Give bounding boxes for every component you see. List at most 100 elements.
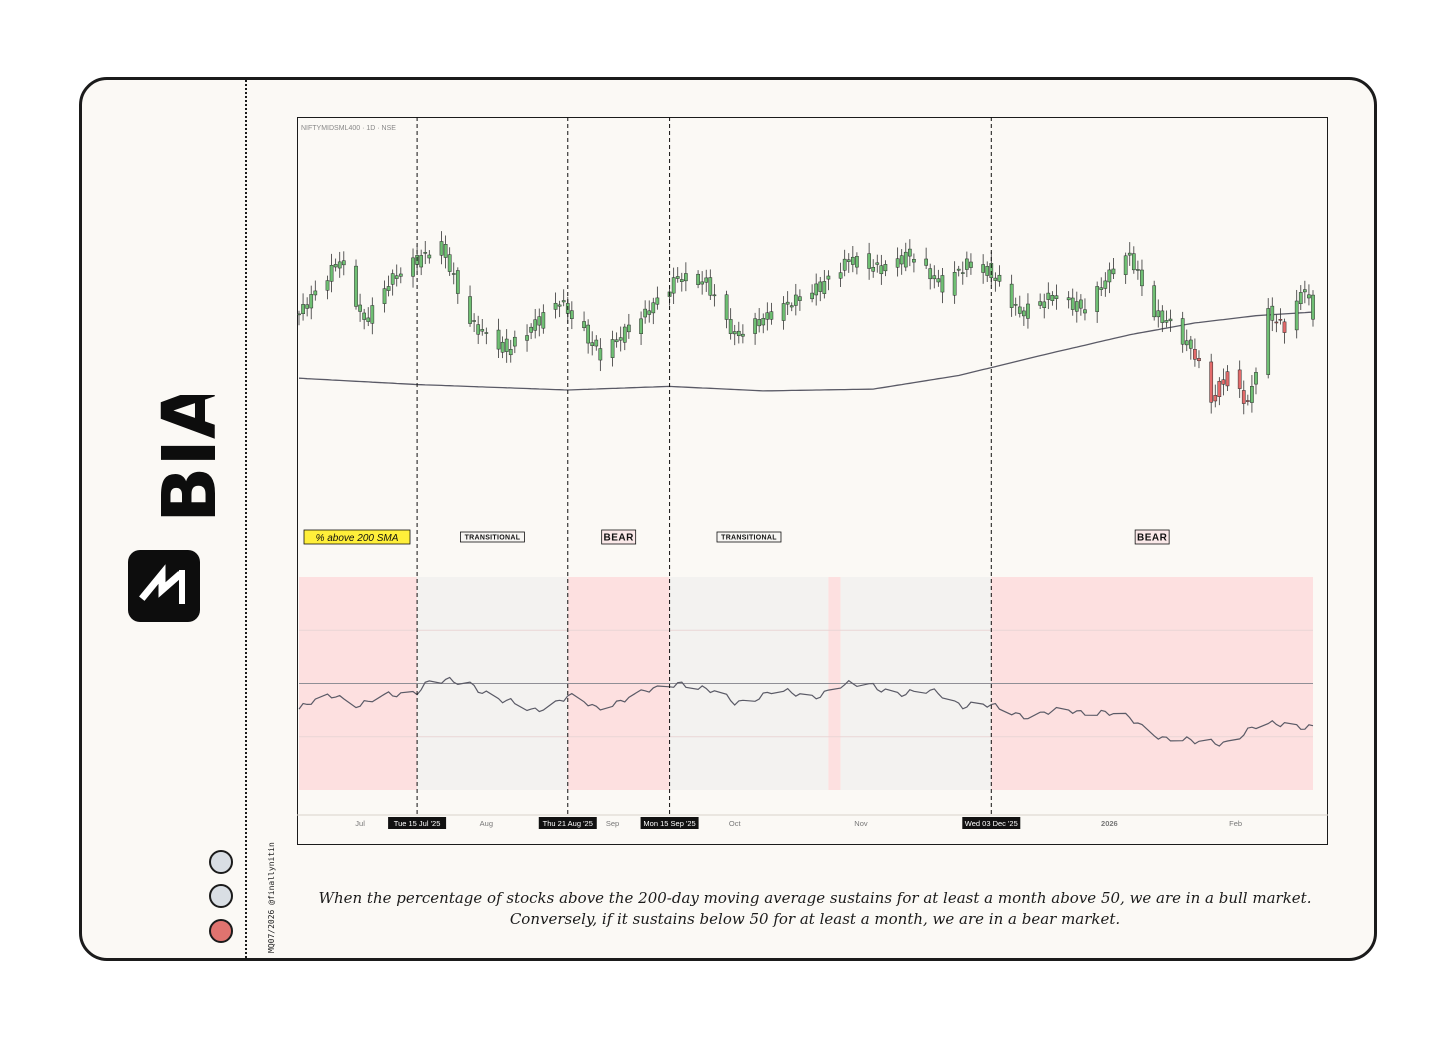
candle-body (1274, 321, 1279, 324)
candle-body (504, 338, 509, 352)
candle-body (398, 273, 403, 277)
candle-body (826, 275, 831, 280)
author-handle: MQ07/2026 @finallynitin (256, 830, 276, 955)
regime-badge-6 (1134, 529, 1170, 545)
regime-label-1: TRANSITIONAL (465, 534, 521, 541)
candle-body (704, 277, 709, 283)
candle-body (1303, 289, 1307, 293)
candle-body (936, 278, 941, 283)
candle-body (1294, 300, 1299, 331)
candle-body (512, 336, 517, 347)
candle-body (1311, 294, 1315, 320)
candle-body (1254, 372, 1258, 385)
month-label-0: Jul (355, 819, 365, 828)
candle-body (366, 317, 371, 322)
candle-body (1197, 358, 1201, 362)
candle-body (553, 302, 558, 310)
marker-badge-2 (640, 817, 699, 829)
candle-body (952, 272, 957, 296)
candle-body (586, 324, 590, 344)
candle-body (671, 277, 676, 294)
candle-body (305, 304, 309, 309)
candle-body (655, 297, 660, 305)
marker-badge-1 (538, 817, 597, 829)
candle-body (484, 332, 489, 334)
candle-body (419, 255, 424, 268)
candle-body (899, 255, 904, 265)
candle-body (769, 311, 774, 320)
candle-body (1225, 371, 1230, 387)
candle-body (956, 268, 961, 271)
candle-body (1184, 340, 1189, 346)
candle-body (1131, 253, 1136, 271)
candle-body (724, 294, 729, 320)
candle-body (1046, 292, 1051, 300)
regime-badge-1 (460, 531, 525, 543)
candle-body (741, 333, 745, 337)
candle-body (875, 262, 880, 265)
dot-1[interactable] (209, 850, 233, 874)
candle-body (753, 318, 757, 334)
candle-body (924, 258, 928, 266)
dot-2[interactable] (209, 884, 233, 908)
candle-body (627, 324, 631, 333)
candle-body (1095, 286, 1100, 312)
candle-body (1022, 310, 1026, 317)
candle-body (1188, 339, 1193, 349)
candle-body (313, 290, 318, 296)
candle-body (533, 319, 538, 331)
candle-body (1266, 308, 1271, 375)
candle-body (822, 281, 827, 294)
candle-body (818, 281, 823, 292)
candle-body (1164, 320, 1169, 323)
candle-body (855, 256, 859, 268)
candle-body (1099, 287, 1104, 290)
candle-body (708, 277, 713, 296)
candle-body (781, 303, 786, 321)
candle-body (1213, 395, 1218, 402)
candle-body (1168, 318, 1173, 322)
candle-body (622, 326, 627, 343)
candle-body (508, 349, 513, 356)
candle-body (427, 254, 432, 259)
candle-body (1050, 295, 1055, 301)
brand: BIAS (90, 395, 240, 635)
candle-body (1140, 269, 1144, 287)
brand-name: BIAS (147, 395, 233, 523)
candle-body (883, 264, 888, 272)
symbol-label: NIFTYMIDSML400 · 1D · NSE (301, 125, 396, 132)
indicator-label: % above 200 SMA (316, 533, 399, 544)
candle-body (789, 305, 794, 308)
candle-body (1152, 285, 1157, 318)
candle-body (1282, 321, 1287, 333)
marker-date-label-2: Mon 15 Sep '25 (643, 819, 695, 828)
candle-body (537, 316, 542, 326)
candle-body (569, 310, 574, 319)
candle-body (1038, 301, 1043, 306)
candle-body (1209, 361, 1214, 403)
candle-body (610, 339, 615, 358)
caption: When the percentage of stocks above the … (318, 889, 1312, 928)
candle-body (867, 253, 871, 269)
candle-body (765, 312, 770, 320)
candle-body (907, 248, 912, 257)
candle-body (696, 273, 700, 285)
candle-body (618, 337, 623, 341)
candle-body (1180, 318, 1185, 345)
candle-body (529, 326, 533, 333)
candle-body (981, 264, 985, 273)
candle-body (969, 261, 973, 268)
candle-body (842, 258, 847, 271)
candle-body (1054, 295, 1059, 299)
dot-3[interactable] (209, 919, 233, 943)
candle-body (838, 272, 843, 279)
candle-body (447, 254, 452, 272)
candle-body (736, 330, 741, 337)
candle-body (850, 256, 855, 265)
candle-body (468, 296, 472, 324)
candle-body (386, 286, 391, 291)
month-label-1: Aug (480, 819, 493, 828)
marker-date-label-1: Thu 21 Aug '25 (543, 819, 593, 828)
candle-body (476, 324, 481, 335)
candle-body (895, 258, 900, 268)
